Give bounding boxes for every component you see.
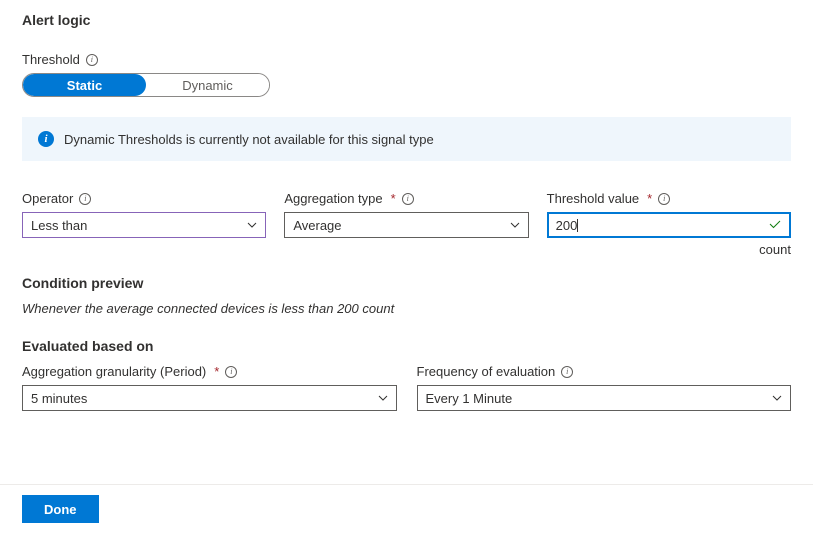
required-mark: * — [391, 191, 396, 206]
aggregation-field: Aggregation type * i Average — [284, 191, 528, 257]
info-icon[interactable]: i — [402, 193, 414, 205]
info-icon[interactable]: i — [86, 54, 98, 66]
threshold-value-input[interactable]: 200 — [547, 212, 791, 238]
aggregation-select[interactable]: Average — [284, 212, 528, 238]
threshold-value-text: 200 — [556, 218, 578, 233]
frequency-label: Frequency of evaluation — [417, 364, 556, 379]
info-icon[interactable]: i — [658, 193, 670, 205]
done-button[interactable]: Done — [22, 495, 99, 523]
frequency-value: Every 1 Minute — [426, 391, 513, 406]
granularity-label: Aggregation granularity (Period) — [22, 364, 206, 379]
evaluated-heading: Evaluated based on — [22, 338, 791, 354]
toggle-static[interactable]: Static — [23, 74, 146, 96]
condition-preview-heading: Condition preview — [22, 275, 791, 291]
threshold-toggle[interactable]: Static Dynamic — [22, 73, 270, 97]
condition-preview-text: Whenever the average connected devices i… — [22, 301, 791, 316]
chevron-down-icon — [772, 393, 782, 403]
operator-select[interactable]: Less than — [22, 212, 266, 238]
required-mark: * — [214, 364, 219, 379]
page-title: Alert logic — [22, 12, 791, 28]
granularity-value: 5 minutes — [31, 391, 87, 406]
operator-field: Operator i Less than — [22, 191, 266, 257]
required-mark: * — [647, 191, 652, 206]
evaluation-row: Aggregation granularity (Period) * i 5 m… — [22, 364, 791, 411]
frequency-select[interactable]: Every 1 Minute — [417, 385, 792, 411]
threshold-label: Threshold — [22, 52, 80, 67]
info-icon[interactable]: i — [225, 366, 237, 378]
operator-value: Less than — [31, 218, 87, 233]
aggregation-label: Aggregation type — [284, 191, 382, 206]
fields-row: Operator i Less than Aggregation type * … — [22, 191, 791, 257]
threshold-value-field: Threshold value * i 200 count — [547, 191, 791, 257]
info-icon: i — [38, 131, 54, 147]
info-icon[interactable]: i — [561, 366, 573, 378]
check-icon — [768, 217, 782, 234]
chevron-down-icon — [510, 220, 520, 230]
frequency-field: Frequency of evaluation i Every 1 Minute — [417, 364, 792, 411]
threshold-value-label: Threshold value — [547, 191, 640, 206]
aggregation-value: Average — [293, 218, 341, 233]
banner-text: Dynamic Thresholds is currently not avai… — [64, 132, 434, 147]
granularity-field: Aggregation granularity (Period) * i 5 m… — [22, 364, 397, 411]
threshold-label-row: Threshold i — [22, 52, 791, 67]
info-banner: i Dynamic Thresholds is currently not av… — [22, 117, 791, 161]
info-icon[interactable]: i — [79, 193, 91, 205]
granularity-select[interactable]: 5 minutes — [22, 385, 397, 411]
chevron-down-icon — [378, 393, 388, 403]
operator-label: Operator — [22, 191, 73, 206]
threshold-unit: count — [547, 242, 791, 257]
chevron-down-icon — [247, 220, 257, 230]
footer-divider — [0, 484, 813, 485]
toggle-dynamic[interactable]: Dynamic — [146, 74, 269, 96]
